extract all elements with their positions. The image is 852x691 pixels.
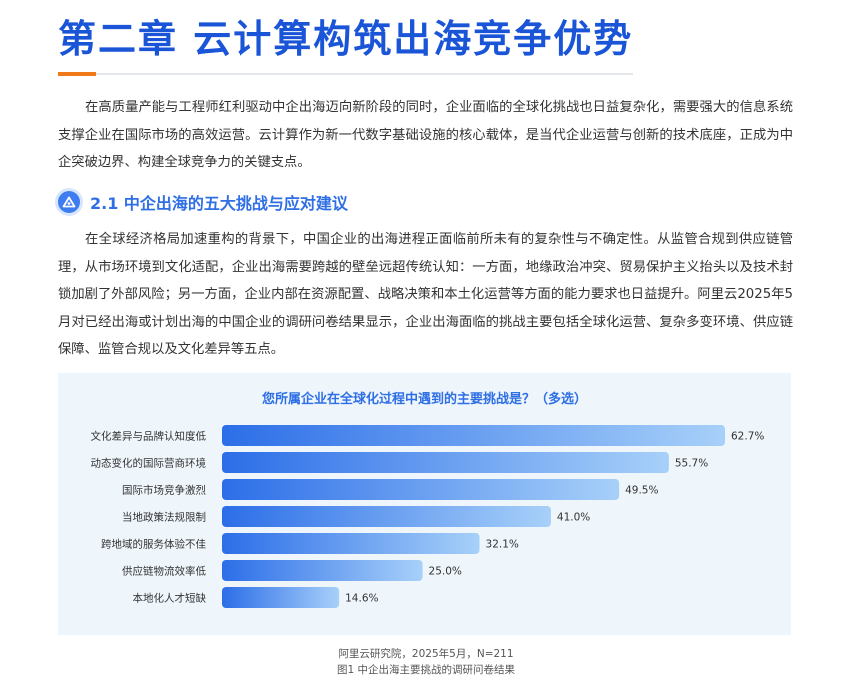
bar bbox=[222, 560, 423, 581]
section-heading: 2.1 中企出海的五大挑战与应对建议 bbox=[58, 189, 348, 215]
chart-panel: 您所属企业在全球化过程中遇到的主要挑战是？（多选） 文化差异与品牌认知度低 62.… bbox=[58, 373, 791, 635]
category-label: 文化差异与品牌认知度低 bbox=[91, 430, 207, 443]
intro-paragraph: 在高质量产能与工程师红利驱动中企出海迈向新阶段的同时，企业面临的全球化挑战也日益… bbox=[58, 100, 793, 170]
title-divider bbox=[58, 72, 633, 76]
chart-source: 阿里云研究院，2025年5月，N=211 bbox=[338, 648, 514, 660]
figure-caption: 图1 中企出海主要挑战的调研问卷结果 bbox=[336, 664, 516, 676]
value-label: 49.5% bbox=[625, 485, 658, 497]
category-label: 国际市场竞争激烈 bbox=[122, 484, 206, 497]
category-label: 跨地域的服务体验不佳 bbox=[101, 538, 206, 551]
value-label: 41.0% bbox=[557, 512, 590, 524]
mountain-icon bbox=[58, 191, 80, 213]
bar bbox=[222, 506, 551, 527]
bar bbox=[222, 452, 669, 473]
bar bbox=[222, 533, 480, 554]
category-label: 动态变化的国际营商环境 bbox=[91, 457, 207, 470]
section-paragraph: 在全球经济格局加速重构的背景下，中国企业的出海进程正面临前所未有的复杂性与不确定… bbox=[58, 232, 793, 357]
value-label: 32.1% bbox=[486, 539, 519, 551]
value-label: 25.0% bbox=[429, 566, 462, 578]
chart-title: 您所属企业在全球化过程中遇到的主要挑战是？（多选） bbox=[261, 392, 587, 407]
title-divider-accent bbox=[58, 72, 96, 76]
category-label: 本地化人才短缺 bbox=[133, 592, 207, 605]
bar bbox=[222, 587, 340, 608]
category-label: 供应链物流效率低 bbox=[122, 565, 206, 578]
bar-chart: 文化差异与品牌认知度低 62.7% 动态变化的国际营商环境 55.7% 国际市场竞争激烈… bbox=[91, 425, 764, 608]
section-title: 2.1 中企出海的五大挑战与应对建议 bbox=[90, 194, 348, 213]
category-label: 当地政策法规限制 bbox=[122, 511, 206, 524]
value-label: 62.7% bbox=[731, 431, 764, 443]
value-label: 14.6% bbox=[345, 593, 378, 605]
chapter-title: 第二章 云计算构筑出海竞争优势 bbox=[58, 17, 634, 61]
bar bbox=[222, 425, 725, 446]
bar bbox=[222, 479, 620, 500]
value-label: 55.7% bbox=[675, 458, 708, 470]
